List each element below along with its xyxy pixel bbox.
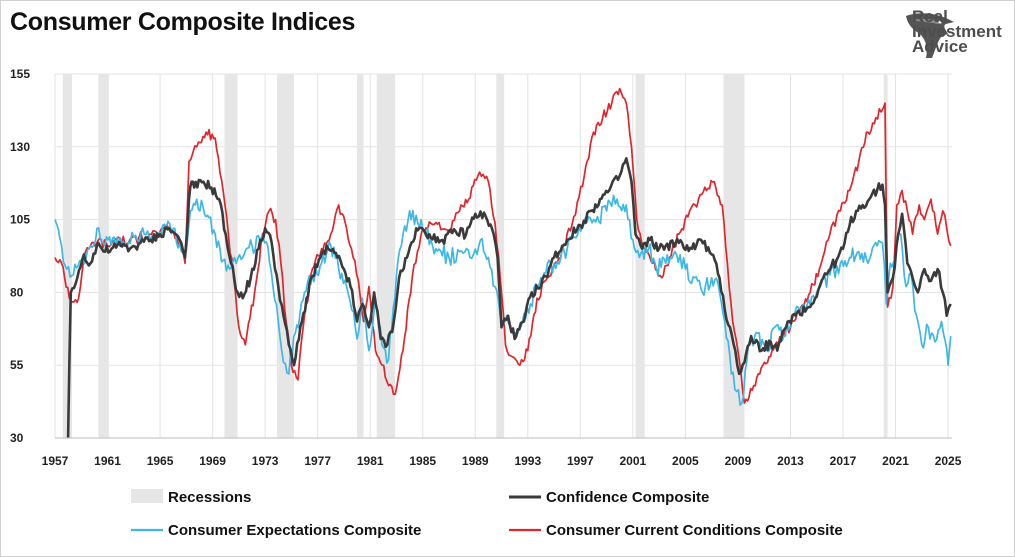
y-tick-label: 155 <box>10 67 30 81</box>
x-tick-label: 2021 <box>882 454 909 468</box>
y-tick-label: 80 <box>10 285 24 299</box>
x-tick-label: 2005 <box>672 454 699 468</box>
y-tick-label: 130 <box>10 140 30 154</box>
legend-swatch-recessions <box>131 489 163 503</box>
y-tick-label: 55 <box>10 358 24 372</box>
recession-band <box>496 74 505 438</box>
x-tick-label: 1981 <box>357 454 384 468</box>
x-tick-label: 1985 <box>409 454 436 468</box>
x-tick-label: 1973 <box>252 454 279 468</box>
x-tick-label: 1965 <box>147 454 174 468</box>
legend-label-expectations: Consumer Expectations Composite <box>168 522 421 539</box>
recession-band <box>62 74 73 438</box>
x-tick-label: 1997 <box>567 454 594 468</box>
series-line-confidence <box>66 157 952 439</box>
page-title: Consumer Composite Indices <box>10 8 356 36</box>
eagle-head-logo <box>906 13 954 58</box>
logo-eagle-highlight <box>912 18 942 24</box>
logo-eagle-shape <box>906 13 954 58</box>
x-tick-label: 2017 <box>830 454 857 468</box>
logo-line-1: Real <box>912 7 948 26</box>
x-tick-label: 2013 <box>777 454 804 468</box>
x-tick-label: 2001 <box>620 454 647 468</box>
axis-layer: 155 130 105 80 55 30 1957 1961 1965 1969 1973 1977 1… <box>10 67 962 468</box>
x-tick-label: 1961 <box>94 454 121 468</box>
x-tick-label: 2025 <box>935 454 962 468</box>
x-tick-label: 1957 <box>42 454 69 468</box>
logo-eagle-eye <box>938 20 942 24</box>
logo-line-3: Advice <box>912 37 968 56</box>
legend-label-recessions: Recessions <box>168 489 251 506</box>
y-tick-label: 30 <box>10 431 24 445</box>
legend-layer: Recessions Confidence Composite Consumer E… <box>131 489 843 539</box>
series-layer <box>54 87 952 439</box>
logo-text: Real Investment Advice <box>912 7 1002 56</box>
legend-label-confidence: Confidence Composite <box>546 489 709 506</box>
y-tick-label: 105 <box>10 213 30 227</box>
recession-band <box>376 74 396 438</box>
recession-band <box>98 74 109 438</box>
x-tick-label: 1969 <box>199 454 226 468</box>
x-tick-label: 1993 <box>514 454 541 468</box>
x-tick-label: 1989 <box>462 454 489 468</box>
legend-label-current: Consumer Current Conditions Composite <box>546 522 843 539</box>
recession-band <box>357 74 364 438</box>
x-tick-label: 1977 <box>304 454 331 468</box>
logo-line-2: Investment <box>912 22 1002 41</box>
x-tick-label: 2009 <box>725 454 752 468</box>
